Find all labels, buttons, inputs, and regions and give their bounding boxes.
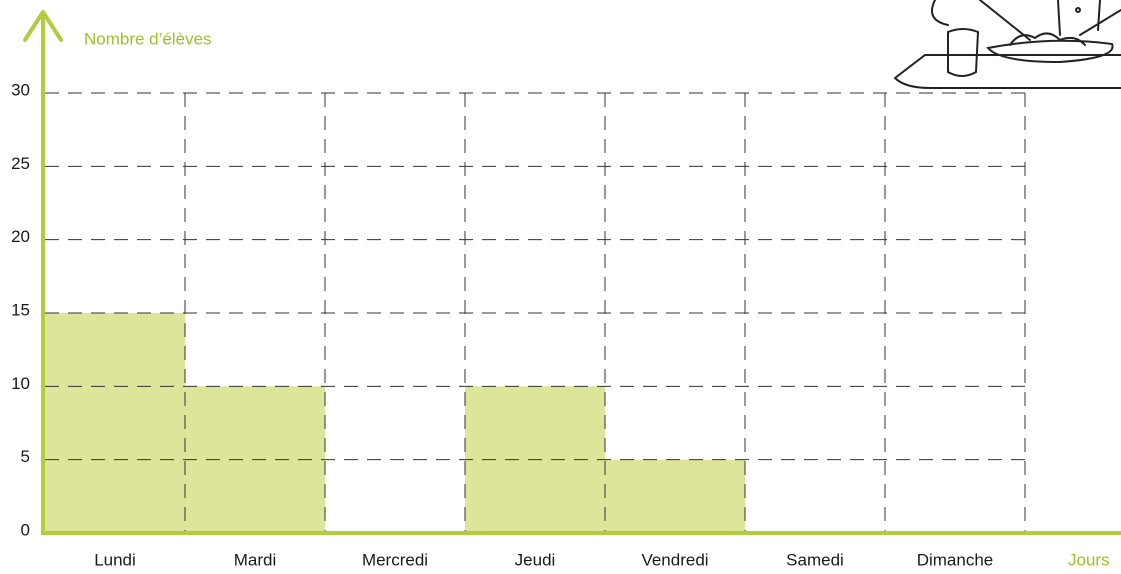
y-tick-label: 15 (11, 300, 30, 319)
x-tick-label: Dimanche (917, 550, 994, 569)
x-tick-label: Lundi (94, 550, 136, 569)
y-tick-label: 25 (11, 154, 30, 173)
x-tick-label: Vendredi (641, 550, 708, 569)
x-tick-label: Mardi (234, 550, 277, 569)
y-tick-label: 10 (11, 374, 30, 393)
x-tick-label: Mercredi (362, 550, 428, 569)
x-tick-label: Samedi (786, 550, 844, 569)
plot-area: Lundi Mardi Mercredi Jeudi Vendredi Samedi Dim… (11, 12, 1121, 569)
bar (605, 460, 745, 533)
page: {"chart_data": {"type": "bar", "y_label"… (0, 0, 1121, 574)
y-axis-label: Nombre d’élèves (84, 29, 212, 48)
y-tick-label: 30 (11, 80, 30, 99)
bar (45, 313, 185, 533)
x-tick-label: Jeudi (515, 550, 556, 569)
y-tick-label: 5 (21, 447, 30, 466)
y-tick-label: 0 (21, 520, 30, 539)
chart: Lundi Mardi Mercredi Jeudi Vendredi Samedi Dim… (0, 0, 1121, 574)
illustration (895, 0, 1121, 88)
y-tick-label: 20 (11, 227, 30, 246)
x-axis-label: Jours (1068, 550, 1110, 569)
